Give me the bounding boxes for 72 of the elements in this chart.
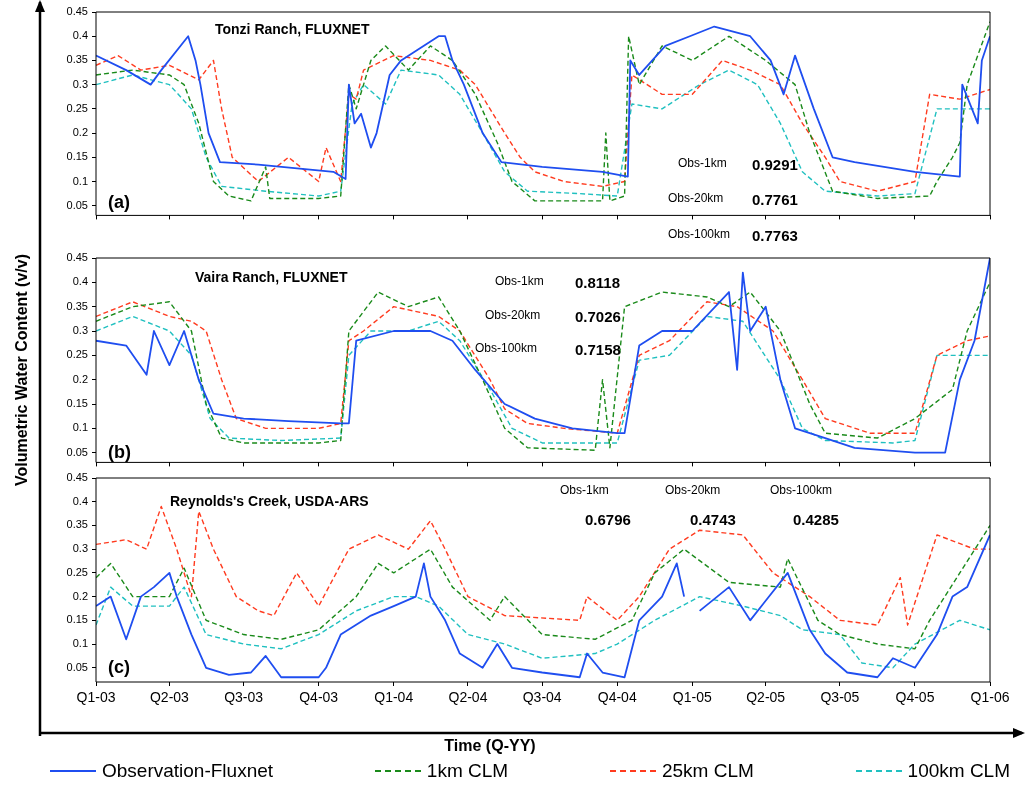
annotation: Obs-1km [560,483,609,497]
y-axis-title: Volumetric Water Content (v/v) [13,253,30,487]
annotation: 0.4743 [690,511,736,528]
annotation: Obs-20km [485,308,541,322]
y-tick-label: 0.05 [66,198,88,211]
y-tick-label: 0.2 [72,372,88,385]
annotation: 0.4285 [793,511,839,528]
y-tick-label: 0.15 [66,397,88,410]
y-tick-label: 0.25 [66,101,88,114]
x-tick-label: Q1-04 [374,689,414,706]
y-tick-label: 0.35 [66,299,88,312]
y-tick-label: 0.45 [66,471,88,484]
annotation: 0.9291 [752,156,798,173]
annotation: (a) [108,192,130,212]
y-tick-label: 0.4 [72,494,88,507]
y-tick-label: 0.2 [72,126,88,139]
x-tick-label: Q4-03 [299,689,339,706]
y-tick-label: 0.15 [66,613,88,626]
y-tick-label: 0.35 [66,53,88,66]
y-tick-label: 0.3 [72,542,88,555]
y-tick-label: 0.25 [66,565,88,578]
annotation: Obs-20km [665,483,721,497]
x-tick-label: Q2-05 [746,689,786,706]
annotation: 0.8118 [575,274,621,291]
line-series [96,524,990,650]
x-tick-label: Q1-05 [672,689,712,706]
annotation: Obs-100km [475,341,538,355]
x-tick-label: Q2-04 [448,689,488,706]
annotation: 0.7026 [575,308,621,325]
y-tick-label: 0.3 [72,324,88,337]
x-tick-label: Q3-04 [522,689,562,706]
y-tick-label: 0.45 [66,5,88,18]
legend-label: 1km CLM [426,760,509,782]
annotation: Obs-1km [678,156,727,170]
y-tick-label: 0.05 [66,445,88,458]
legend-label: 25km CLM [661,760,754,782]
annotation: 0.7158 [575,341,621,358]
y-tick-label: 0.25 [66,348,88,361]
y-tick-label: 0.3 [72,77,88,90]
y-tick-label: 0.4 [72,29,88,42]
x-tick-label: Q2-03 [149,689,190,706]
annotation: Tonzi Ranch, FLUXNET [215,21,370,37]
x-tick-label: Q1-03 [76,689,116,706]
y-tick-label: 0.15 [66,150,88,163]
line-series [96,301,990,434]
text: 0.7763 [752,227,798,244]
annotation: Reynolds's Creek, USDA-ARS [170,493,369,509]
y-tick-label: 0.1 [72,421,88,434]
y-tick-label: 0.45 [66,251,88,264]
y-tick-label: 0.2 [72,589,88,602]
y-tick-label: 0.1 [72,174,88,187]
annotation: Obs-1km [495,274,544,288]
legend-label: Observation-Fluxnet [102,760,274,782]
y-tick-label: 0.35 [66,518,88,531]
annotation: (c) [108,657,130,677]
legend-label: 100km CLM [907,760,1010,782]
x-tick-label: Q4-04 [597,689,637,706]
annotation: Obs-100km [770,483,833,497]
x-tick-label: Q3-05 [820,689,860,706]
text: Obs-100km [668,227,731,241]
y-tick-label: 0.05 [66,660,88,673]
x-axis-title: Time (Q-YY) [444,737,536,754]
annotation: (b) [108,442,131,462]
y-tick-label: 0.1 [72,637,88,650]
annotation: 0.6796 [585,511,631,528]
annotation: Vaira Ranch, FLUXNET [195,269,348,285]
y-tick-label: 0.4 [72,275,88,288]
annotation: 0.7761 [752,191,798,208]
x-tick-label: Q1-06 [970,689,1010,706]
x-tick-label: Q3-03 [224,689,264,706]
annotation: Obs-20km [668,191,724,205]
x-tick-label: Q4-05 [895,689,935,706]
